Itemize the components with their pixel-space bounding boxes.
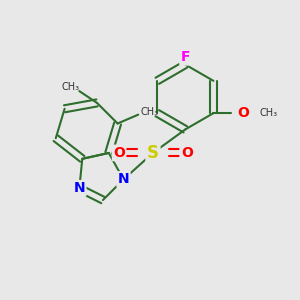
Text: CH₃: CH₃ <box>259 108 277 118</box>
Text: O: O <box>113 146 125 160</box>
Text: F: F <box>181 50 190 64</box>
Text: CH₃: CH₃ <box>141 107 159 117</box>
Text: N: N <box>74 181 85 195</box>
Text: O: O <box>181 146 193 160</box>
Text: S: S <box>147 144 159 162</box>
Text: O: O <box>237 106 249 120</box>
Text: CH₃: CH₃ <box>61 82 80 92</box>
Text: N: N <box>118 172 129 186</box>
